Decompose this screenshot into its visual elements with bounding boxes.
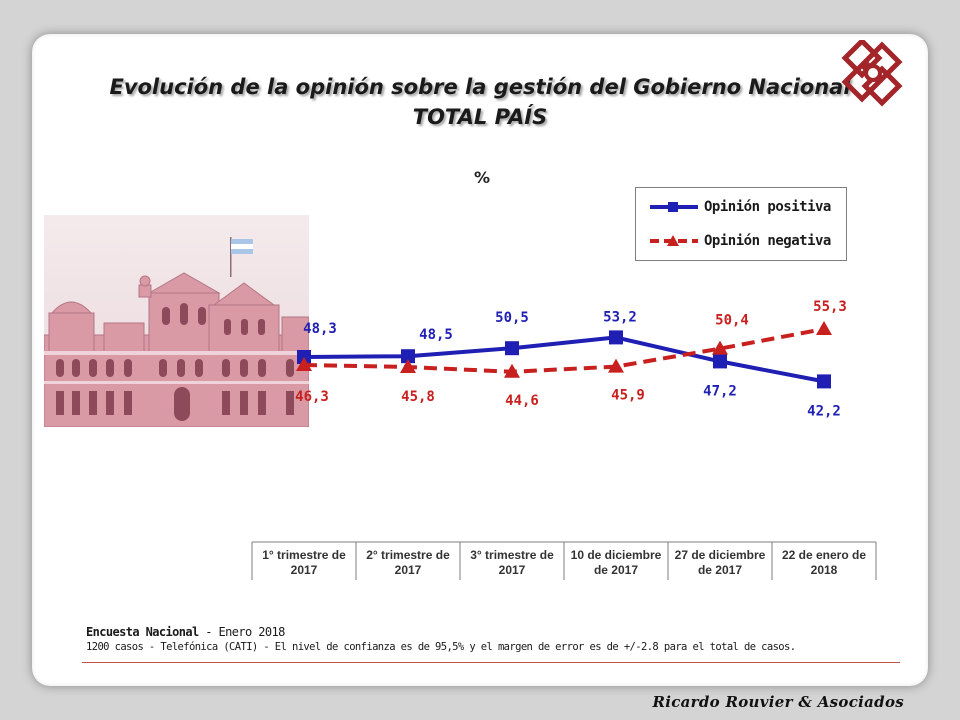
data-point-positive	[713, 354, 727, 369]
survey-date: - Enero 2018	[198, 625, 285, 639]
data-point-positive	[817, 374, 831, 389]
unit-label: %	[474, 168, 491, 187]
data-point-negative	[608, 358, 624, 373]
chart-title: Evolución de la opinión sobre la gestión…	[109, 75, 851, 99]
diamond-logo-icon	[841, 40, 903, 107]
x-tick-label: 2° trimestre de 2017	[366, 548, 450, 577]
data-point-negative	[816, 321, 832, 335]
data-point-positive	[505, 341, 519, 356]
legend-label-positive: Opinión positiva	[704, 199, 831, 215]
data-point-negative	[296, 357, 312, 371]
data-label-negative: 45,9	[611, 388, 645, 404]
chart-legend: Opinión positiva Opinión negativa	[635, 187, 847, 261]
data-point-negative	[504, 363, 520, 378]
series-line-negative	[303, 327, 825, 374]
x-tick-label: 27 de diciembre de 2017	[674, 548, 766, 577]
data-label-positive: 48,3	[303, 321, 337, 337]
legend-swatch-negative	[650, 235, 698, 246]
data-point-positive	[609, 330, 623, 345]
data-point-positive	[401, 349, 415, 364]
legend-item-positive: Opinión positiva	[648, 197, 831, 217]
data-point-negative	[400, 359, 416, 373]
data-label-positive: 47,2	[703, 383, 737, 399]
data-point-negative	[712, 340, 728, 355]
casa-rosada-image	[44, 215, 309, 427]
x-tick-label: 22 de enero de 2018	[781, 548, 867, 577]
data-label-negative: 45,8	[401, 389, 435, 405]
series-line-positive	[303, 335, 825, 384]
survey-name: Encuesta Nacional	[86, 625, 199, 639]
x-tick-label: 10 de diciembre de 2017	[570, 548, 662, 577]
x-tick-label: 3° trimestre de 2017	[470, 548, 554, 577]
data-label-positive: 50,5	[495, 310, 529, 326]
legend-label-negative: Opinión negativa	[704, 233, 831, 249]
data-label-negative: 46,3	[295, 389, 329, 405]
chart-subtitle: TOTAL PAÍS	[412, 105, 548, 129]
data-label-positive: 53,2	[603, 309, 637, 325]
survey-note: 1200 casos - Telefónica (CATI) - El nive…	[86, 641, 796, 653]
brand-signature: Ricardo Rouvier & Asociados	[652, 693, 904, 711]
data-label-positive: 42,2	[807, 403, 841, 419]
data-label-negative: 44,6	[505, 393, 539, 409]
survey-line: Encuesta Nacional - Enero 2018	[86, 625, 285, 639]
data-label-negative: 55,3	[813, 299, 847, 315]
legend-swatch-positive	[650, 202, 698, 212]
data-label-negative: 50,4	[715, 313, 749, 329]
data-label-positive: 48,5	[419, 327, 453, 343]
x-tick-label: 1° trimestre de 2017	[262, 548, 346, 577]
legend-item-negative: Opinión negativa	[648, 231, 831, 251]
footer-divider	[82, 662, 900, 663]
